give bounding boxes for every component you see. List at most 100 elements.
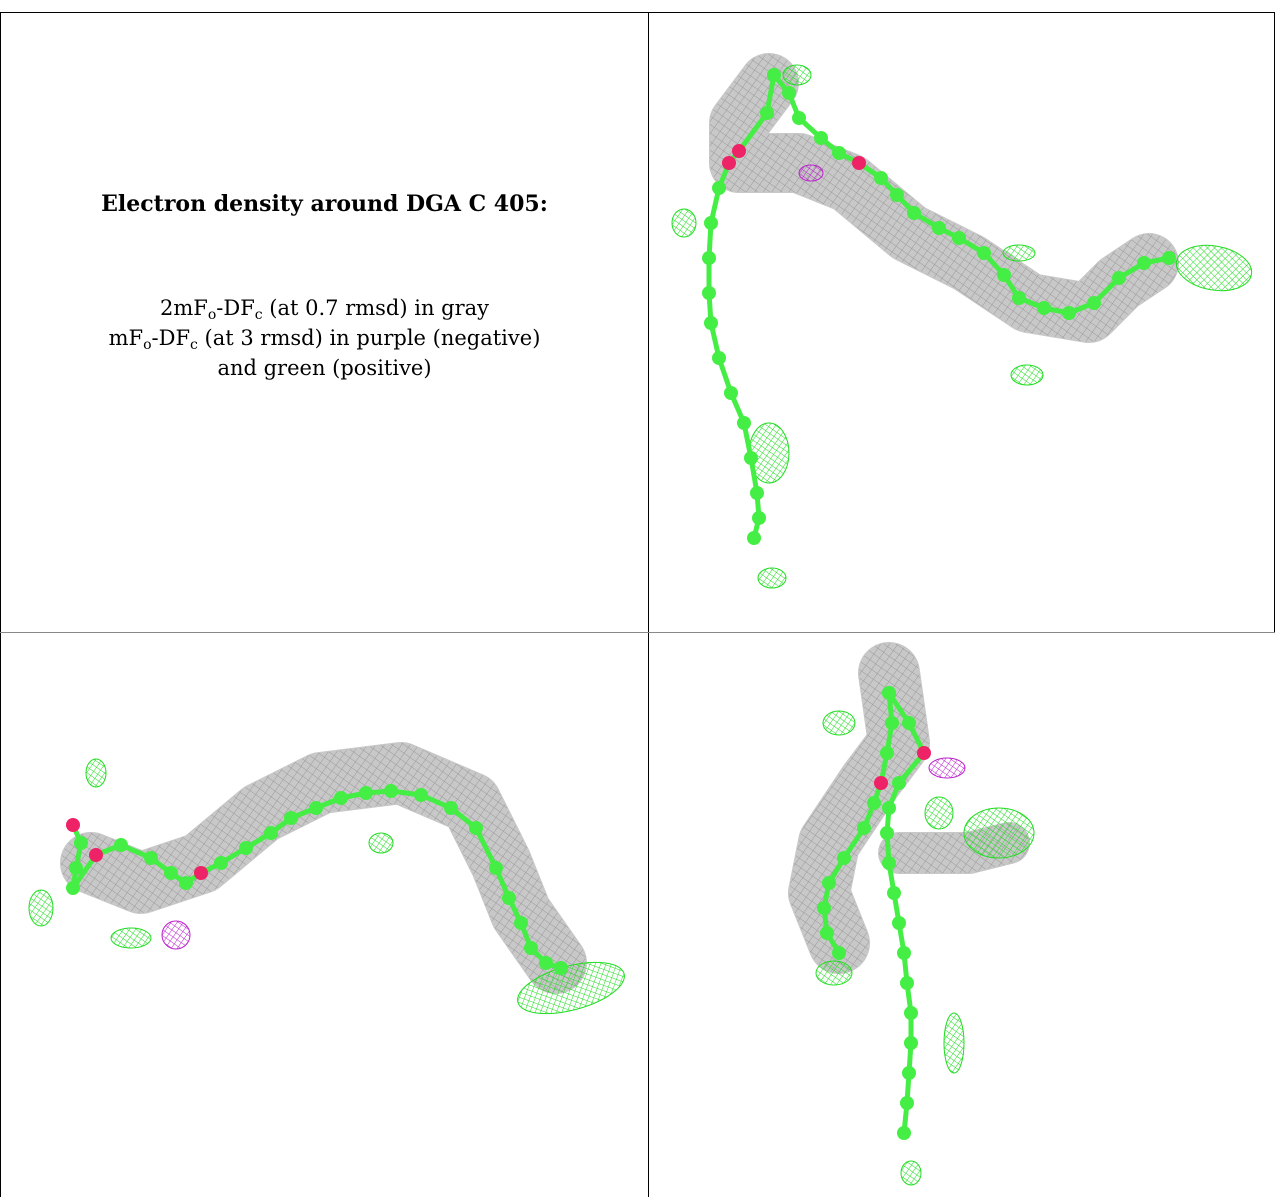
- molecule-render-bottom-right: [788, 642, 1035, 1186]
- carbon-atom: [164, 866, 178, 880]
- carbon-atom: [897, 1126, 911, 1140]
- carbon-atom: [334, 791, 348, 805]
- carbon-atom: [1112, 271, 1126, 285]
- carbon-atom: [900, 976, 914, 990]
- density-positive-blob: [815, 960, 853, 986]
- density-negative-blob: [798, 164, 824, 182]
- density-positive-blob: [900, 1160, 922, 1186]
- carbon-atom: [724, 386, 738, 400]
- carbon-atom: [737, 416, 751, 430]
- carbon-atom: [114, 838, 128, 852]
- caption-legend: 2mFo-DFc (at 0.7 rmsd) in gray mFo-DFc (…: [1, 293, 648, 383]
- density-positive-blob: [1002, 244, 1036, 262]
- density-positive-blob: [671, 208, 697, 238]
- ligand-chain-a: [817, 686, 899, 960]
- carbon-atom: [997, 268, 1011, 282]
- density-positive-blob: [28, 889, 54, 927]
- carbon-atom: [704, 216, 718, 230]
- table-row-divider: [0, 632, 1275, 633]
- carbon-atom: [524, 941, 538, 955]
- oxygen-atom: [66, 818, 80, 832]
- table-middle-divider: [648, 12, 649, 1197]
- carbon-atom: [820, 926, 834, 940]
- density-positive-blob: [782, 64, 812, 86]
- table-left-border: [0, 12, 1, 1197]
- carbon-atom: [712, 351, 726, 365]
- carbon-atom: [902, 716, 916, 730]
- oxygen-atom: [917, 746, 931, 760]
- density-positive-blob: [963, 807, 1035, 859]
- bond: [473, 825, 499, 871]
- carbon-atom: [264, 826, 278, 840]
- carbon-atom: [882, 686, 896, 700]
- carbon-atom: [66, 881, 80, 895]
- carbon-atom: [867, 796, 881, 810]
- density-positive-blob: [943, 1012, 965, 1074]
- density-negative-blob: [161, 920, 191, 950]
- carbon-atom: [837, 851, 851, 865]
- carbon-atom: [897, 946, 911, 960]
- carbon-atom: [239, 841, 253, 855]
- density-positive-blob: [110, 927, 152, 949]
- density-positive-blob: [85, 758, 107, 788]
- carbon-atom: [885, 716, 899, 730]
- carbon-atom: [1012, 291, 1026, 305]
- carbon-atom: [874, 171, 888, 185]
- carbon-atom: [284, 811, 298, 825]
- carbon-atom: [880, 826, 894, 840]
- legend-line-2fofc: 2mFo-DFc (at 0.7 rmsd) in gray: [159, 296, 490, 323]
- carbon-atom: [704, 316, 718, 330]
- carbon-atom: [489, 861, 503, 875]
- molecule-render-top-right: [671, 53, 1253, 589]
- caption-cell: Electron density around DGA C 405: 2mFo-…: [1, 13, 648, 632]
- carbon-atom: [900, 1096, 914, 1110]
- view-top-right: [649, 13, 1274, 632]
- density-positive-blob: [757, 567, 787, 589]
- density-positive-blob: [368, 832, 394, 854]
- density-positive-blob: [924, 796, 954, 830]
- ligand-chain-b: [880, 686, 931, 1140]
- carbon-atom: [414, 788, 428, 802]
- carbon-atom: [817, 901, 831, 915]
- carbon-atom: [74, 836, 88, 850]
- carbon-atom: [752, 511, 766, 525]
- density-positive-blob: [822, 710, 856, 736]
- carbon-atom: [469, 821, 483, 835]
- oxygen-atom: [874, 776, 888, 790]
- carbon-atom: [857, 821, 871, 835]
- carbon-atom: [1062, 306, 1076, 320]
- carbon-atom: [782, 86, 796, 100]
- carbon-atom: [792, 111, 806, 125]
- carbon-atom: [904, 1036, 918, 1050]
- carbon-atom: [747, 531, 761, 545]
- density-negative-blob: [928, 757, 966, 779]
- carbon-atom: [1162, 251, 1176, 265]
- density-positive-blob: [1010, 364, 1044, 386]
- density-positive-blob: [1175, 244, 1253, 292]
- carbon-atom: [502, 891, 516, 905]
- carbon-atom: [767, 68, 781, 82]
- carbon-atom: [1037, 301, 1051, 315]
- carbon-atom: [902, 1066, 916, 1080]
- carbon-atom: [882, 801, 896, 815]
- carbon-atom: [1137, 256, 1151, 270]
- carbon-atom: [880, 746, 894, 760]
- table-top-border: [0, 12, 1275, 13]
- carbon-atom: [514, 916, 528, 930]
- carbon-atom: [760, 106, 774, 120]
- carbon-atom: [977, 246, 991, 260]
- carbon-atom: [712, 181, 726, 195]
- carbon-atom: [1087, 296, 1101, 310]
- carbon-atom: [384, 784, 398, 798]
- oxygen-atom: [852, 156, 866, 170]
- carbon-atom: [822, 876, 836, 890]
- carbon-atom: [179, 876, 193, 890]
- carbon-atom: [539, 956, 553, 970]
- carbon-atom: [952, 231, 966, 245]
- carbon-atom: [892, 776, 906, 790]
- carbon-atom: [214, 856, 228, 870]
- carbon-atom: [444, 801, 458, 815]
- carbon-atom: [887, 886, 901, 900]
- carbon-atom: [907, 206, 921, 220]
- carbon-atom: [832, 946, 846, 960]
